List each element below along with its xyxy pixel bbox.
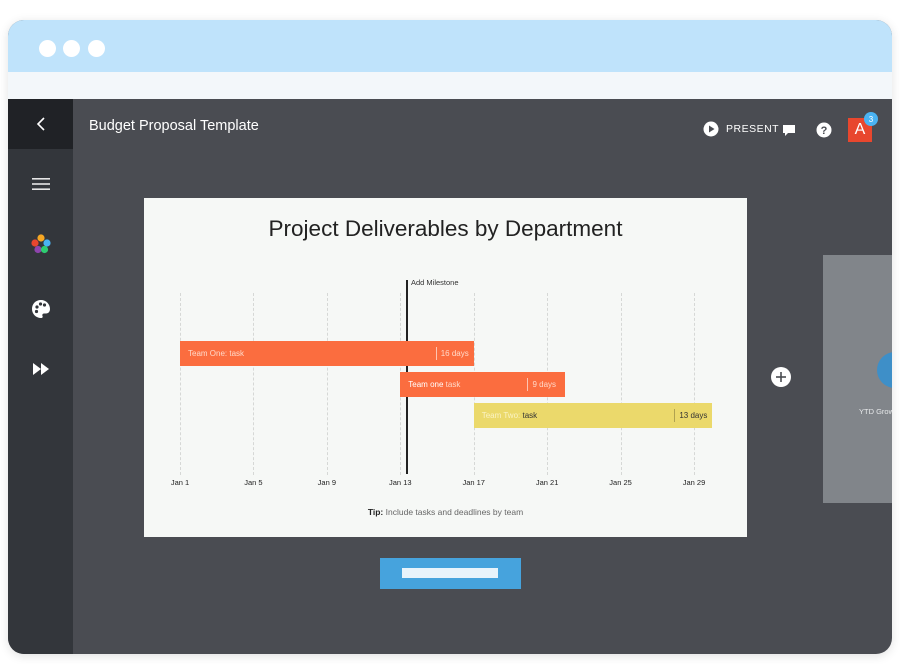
comments-button[interactable] [781, 122, 797, 138]
svg-text:?: ? [820, 125, 827, 137]
notification-badge: 3 [864, 112, 878, 126]
action-button-label-placeholder [402, 568, 498, 578]
x-tick-label: Jan 17 [462, 478, 485, 487]
gridline [326, 293, 328, 475]
add-slide-button[interactable] [771, 367, 791, 387]
x-tick-label: Jan 5 [244, 478, 263, 487]
gantt-bar-divider [674, 409, 676, 422]
gantt-bar-divider [527, 378, 529, 391]
themes-button[interactable] [8, 289, 73, 329]
gantt-bar-divider [435, 347, 437, 360]
gridline [180, 293, 181, 475]
present-button[interactable]: PRESENT [703, 121, 779, 137]
gantt-bar-task: task [229, 349, 245, 358]
help-button[interactable]: ? [815, 121, 832, 138]
gantt-bar-label: Team one task [408, 372, 460, 397]
chat-bubble-icon [783, 124, 795, 136]
gridline [620, 293, 622, 475]
next-slide-thumbnail[interactable]: YTD Grow [823, 255, 892, 503]
x-tick-label: Jan 25 [609, 478, 632, 487]
plus-icon [776, 372, 786, 382]
chart-circle-icon [877, 352, 892, 388]
next-slide-label: YTD Grow [859, 407, 892, 416]
tip-bold: Tip: [367, 507, 384, 517]
animations-button[interactable] [8, 349, 73, 389]
play-circle-icon [703, 121, 719, 137]
back-button[interactable] [8, 99, 73, 149]
window-dot-close[interactable] [39, 40, 56, 57]
slide-canvas[interactable]: Project Deliverables by Department Add M… [144, 198, 747, 537]
menu-button[interactable] [8, 164, 73, 204]
sidebar [8, 99, 73, 654]
browser-toolbar-strip [8, 72, 892, 99]
x-tick-label: Jan 13 [389, 478, 412, 487]
components-button[interactable] [8, 224, 73, 264]
app-window: Budget Proposal Template PRESENT ? A 3 P… [8, 20, 892, 654]
document-title: Budget Proposal Template [89, 118, 259, 134]
x-tick-label: Jan 1 [170, 478, 190, 487]
hamburger-icon [31, 178, 50, 190]
fast-forward-icon [32, 363, 49, 375]
gantt-bar-task: task [522, 411, 538, 420]
gantt-bar-duration: 9 days [532, 380, 557, 389]
present-label: PRESENT [726, 123, 780, 135]
gantt-bar-team: Team one [408, 380, 446, 389]
window-dot-minimize[interactable] [63, 40, 80, 57]
gantt-bar-duration: 16 days [440, 349, 469, 358]
tip-text: Include tasks and deadlines by team [383, 507, 524, 517]
x-tick-label: Jan 9 [317, 478, 337, 487]
action-button[interactable] [380, 558, 521, 589]
milestone-label[interactable]: Add Milestone [411, 278, 459, 287]
gantt-bar-team: Team Two: [481, 411, 523, 420]
x-tick-label: Jan 21 [535, 478, 559, 487]
palette-icon [31, 300, 50, 318]
colored-dots-icon [30, 234, 51, 254]
gantt-bar-duration: 13 days [679, 411, 708, 420]
help-circle-icon: ? [816, 122, 831, 137]
chevron-left-icon [36, 117, 45, 131]
gantt-bar-task: task [445, 380, 461, 389]
gantt-bar[interactable]: Team Two: task 13 days [473, 403, 713, 428]
slide-tip: Tip: Include tasks and deadlines by team [144, 507, 747, 517]
browser-chrome [8, 20, 892, 72]
gantt-bar-label: Team Two: task [482, 403, 537, 428]
gridline [694, 293, 695, 475]
gantt-bar[interactable]: Team One: task 16 days [180, 341, 474, 366]
gridline [253, 293, 255, 475]
gantt-bar[interactable]: Team one task 9 days [400, 372, 566, 397]
window-dot-maximize[interactable] [88, 40, 105, 57]
slide-title[interactable]: Project Deliverables by Department [268, 216, 623, 241]
gantt-bar-team: Team One: [188, 349, 230, 358]
x-tick-label: Jan 29 [682, 478, 706, 487]
gantt-bar-label: Team One: task [188, 341, 244, 366]
